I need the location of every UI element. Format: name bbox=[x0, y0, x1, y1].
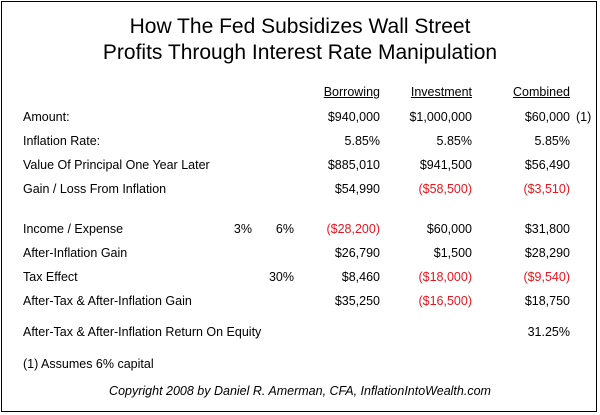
cell-borrowing: $940,000 bbox=[327, 110, 380, 124]
title-line-2: Profits Through Interest Rate Manipulati… bbox=[102, 41, 498, 64]
row-tax-effect: Tax Effect 30% $8,460 ($18,000) ($9,540) bbox=[0, 270, 600, 288]
cell-combined: ($9,540) bbox=[523, 270, 570, 284]
row-label: Gain / Loss From Inflation bbox=[23, 182, 167, 196]
tax-rate: 30% bbox=[268, 270, 294, 284]
row-after-tax: After-Tax & After-Inflation Gain $35,250… bbox=[0, 294, 600, 312]
cell-investment: ($16,500) bbox=[418, 294, 472, 308]
row-label: Income / Expense bbox=[23, 222, 124, 236]
header-combined: Combined bbox=[513, 85, 570, 99]
rate-3-percent: 3% bbox=[233, 222, 252, 236]
row-income-expense: Income / Expense 3% 6% ($28,200) $60,000… bbox=[0, 222, 600, 240]
row-inflation-rate: Inflation Rate: 5.85% 5.85% 5.85% bbox=[0, 134, 600, 152]
rate-6-percent: 6% bbox=[275, 222, 294, 236]
header-investment: Investment bbox=[410, 85, 472, 99]
cell-investment: $1,000,000 bbox=[409, 110, 472, 124]
cell-investment: $1,500 bbox=[433, 246, 472, 260]
row-label: Inflation Rate: bbox=[23, 134, 101, 148]
cell-investment: $941,500 bbox=[419, 158, 472, 172]
cell-borrowing: $35,250 bbox=[334, 294, 380, 308]
footnote: (1) Assumes 6% capital bbox=[23, 357, 154, 371]
cell-combined: 5.85% bbox=[534, 134, 570, 148]
cell-borrowing: $54,990 bbox=[334, 182, 380, 196]
cell-borrowing: $26,790 bbox=[334, 246, 380, 260]
row-return-equity: After-Tax & After-Inflation Return On Eq… bbox=[0, 325, 600, 343]
row-label: Value Of Principal One Year Later bbox=[23, 158, 210, 172]
row-label: After-Tax & After-Inflation Gain bbox=[23, 294, 192, 308]
row-after-inflation: After-Inflation Gain $26,790 $1,500 $28,… bbox=[0, 246, 600, 264]
cell-combined: ($3,510) bbox=[523, 182, 570, 196]
cell-borrowing: $8,460 bbox=[341, 270, 380, 284]
header-borrowing: Borrowing bbox=[323, 85, 380, 99]
row-label: After-Inflation Gain bbox=[23, 246, 128, 260]
cell-investment: ($18,000) bbox=[418, 270, 472, 284]
row-amount: Amount: $940,000 $1,000,000 $60,000 (1) bbox=[0, 110, 600, 128]
cell-investment: ($58,500) bbox=[418, 182, 472, 196]
cell-borrowing: $885,010 bbox=[327, 158, 380, 172]
cell-combined: $60,000 bbox=[524, 110, 570, 124]
cell-investment: 5.85% bbox=[436, 134, 472, 148]
title-line-1: How The Fed Subsidizes Wall Street bbox=[129, 15, 471, 38]
cell-combined: 31.25% bbox=[527, 325, 570, 339]
cell-combined: $56,490 bbox=[524, 158, 570, 172]
cell-borrowing: ($28,200) bbox=[326, 222, 380, 236]
note-marker: (1) bbox=[576, 110, 592, 124]
copyright: Copyright 2008 by Daniel R. Amerman, CFA… bbox=[109, 384, 491, 398]
row-label: Amount: bbox=[23, 110, 70, 124]
cell-investment: $60,000 bbox=[426, 222, 472, 236]
row-label: After-Tax & After-Inflation Return On Eq… bbox=[23, 325, 262, 339]
cell-combined: $28,290 bbox=[524, 246, 570, 260]
row-principal-later: Value Of Principal One Year Later $885,0… bbox=[0, 158, 600, 176]
row-label: Tax Effect bbox=[23, 270, 78, 284]
cell-borrowing: 5.85% bbox=[344, 134, 380, 148]
row-gain-loss: Gain / Loss From Inflation $54,990 ($58,… bbox=[0, 182, 600, 200]
cell-combined: $18,750 bbox=[524, 294, 570, 308]
cell-combined: $31,800 bbox=[524, 222, 570, 236]
